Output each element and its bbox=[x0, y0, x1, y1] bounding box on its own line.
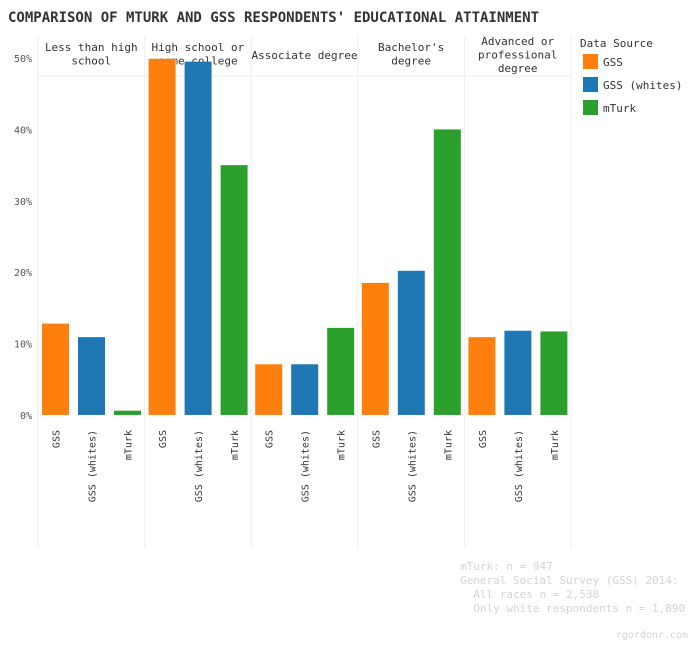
bars bbox=[42, 58, 568, 415]
bar bbox=[397, 270, 425, 415]
legend-label: GSS (whites) bbox=[603, 79, 682, 92]
x-tick-label: GSS (whites) bbox=[88, 430, 99, 502]
y-axis: 0% 10% 20% 30% 40% 50% bbox=[14, 54, 32, 422]
bar bbox=[540, 331, 568, 415]
y-tick-label: 50% bbox=[14, 54, 32, 65]
bar bbox=[327, 327, 355, 415]
legend-swatch bbox=[583, 100, 598, 115]
legend-label: GSS bbox=[603, 56, 623, 69]
legend: Data Source GSS GSS (whites) mTurk bbox=[580, 37, 682, 115]
bar bbox=[78, 337, 105, 415]
x-tick-label: mTurk bbox=[443, 430, 454, 460]
footnote-line: mTurk: n = 947 bbox=[460, 560, 553, 573]
x-tick-label: GSS bbox=[52, 430, 63, 448]
bar bbox=[255, 364, 283, 415]
x-tick-label: GSS bbox=[158, 430, 169, 448]
legend-label: mTurk bbox=[603, 102, 636, 115]
x-tick-label: GSS bbox=[371, 430, 382, 448]
x-tick-label: GSS (whites) bbox=[407, 430, 418, 502]
bar bbox=[184, 61, 212, 415]
panel-dividers bbox=[37, 36, 572, 548]
bar bbox=[504, 330, 532, 415]
y-tick-label: 20% bbox=[14, 268, 32, 279]
column-header: High school or some college bbox=[152, 41, 245, 68]
legend-swatch bbox=[583, 77, 598, 92]
x-tick-label: GSS (whites) bbox=[194, 430, 205, 502]
x-tick-label: GSS bbox=[478, 430, 489, 448]
credit-text: rgordonr.com bbox=[616, 630, 688, 641]
legend-swatch bbox=[583, 54, 598, 69]
x-tick-label: mTurk bbox=[230, 430, 241, 460]
column-headers: Less than high school High school or some c… bbox=[45, 35, 558, 75]
x-tick-label: mTurk bbox=[550, 430, 561, 460]
column-header: Advanced or professional degree bbox=[478, 35, 557, 75]
y-tick-label: 40% bbox=[14, 125, 32, 136]
bar bbox=[114, 410, 141, 415]
chart-title: COMPARISON OF MTURK AND GSS RESPONDENTS'… bbox=[8, 10, 539, 26]
x-tick-label: GSS bbox=[265, 430, 276, 448]
x-tick-label: GSS (whites) bbox=[301, 430, 312, 502]
y-tick-label: 30% bbox=[14, 197, 32, 208]
footnote-line: Only white respondents n = 1,890 bbox=[460, 602, 685, 615]
y-tick-label: 10% bbox=[14, 340, 32, 351]
x-tick-labels: GSS GSS (whites) mTurk GSS GSS (whites) mTurk… bbox=[52, 430, 561, 502]
bar bbox=[468, 337, 496, 415]
bar bbox=[361, 282, 389, 415]
bar bbox=[148, 58, 176, 415]
x-tick-label: GSS (whites) bbox=[514, 430, 525, 502]
column-header: Associate degree bbox=[252, 49, 358, 62]
column-header: Less than high school bbox=[45, 41, 138, 68]
bar bbox=[291, 364, 319, 415]
legend-title: Data Source bbox=[580, 37, 653, 50]
column-header: Bachelor's degree bbox=[378, 41, 444, 68]
bar bbox=[42, 323, 69, 415]
footnote-line: All races n = 2,538 bbox=[460, 588, 599, 601]
bar bbox=[433, 129, 461, 415]
x-tick-label: mTurk bbox=[124, 430, 135, 460]
footnote-line: General Social Survey (GSS) 2014: bbox=[460, 574, 679, 587]
bar bbox=[220, 165, 248, 415]
x-tick-label: mTurk bbox=[337, 430, 348, 460]
y-tick-label: 0% bbox=[20, 411, 32, 422]
